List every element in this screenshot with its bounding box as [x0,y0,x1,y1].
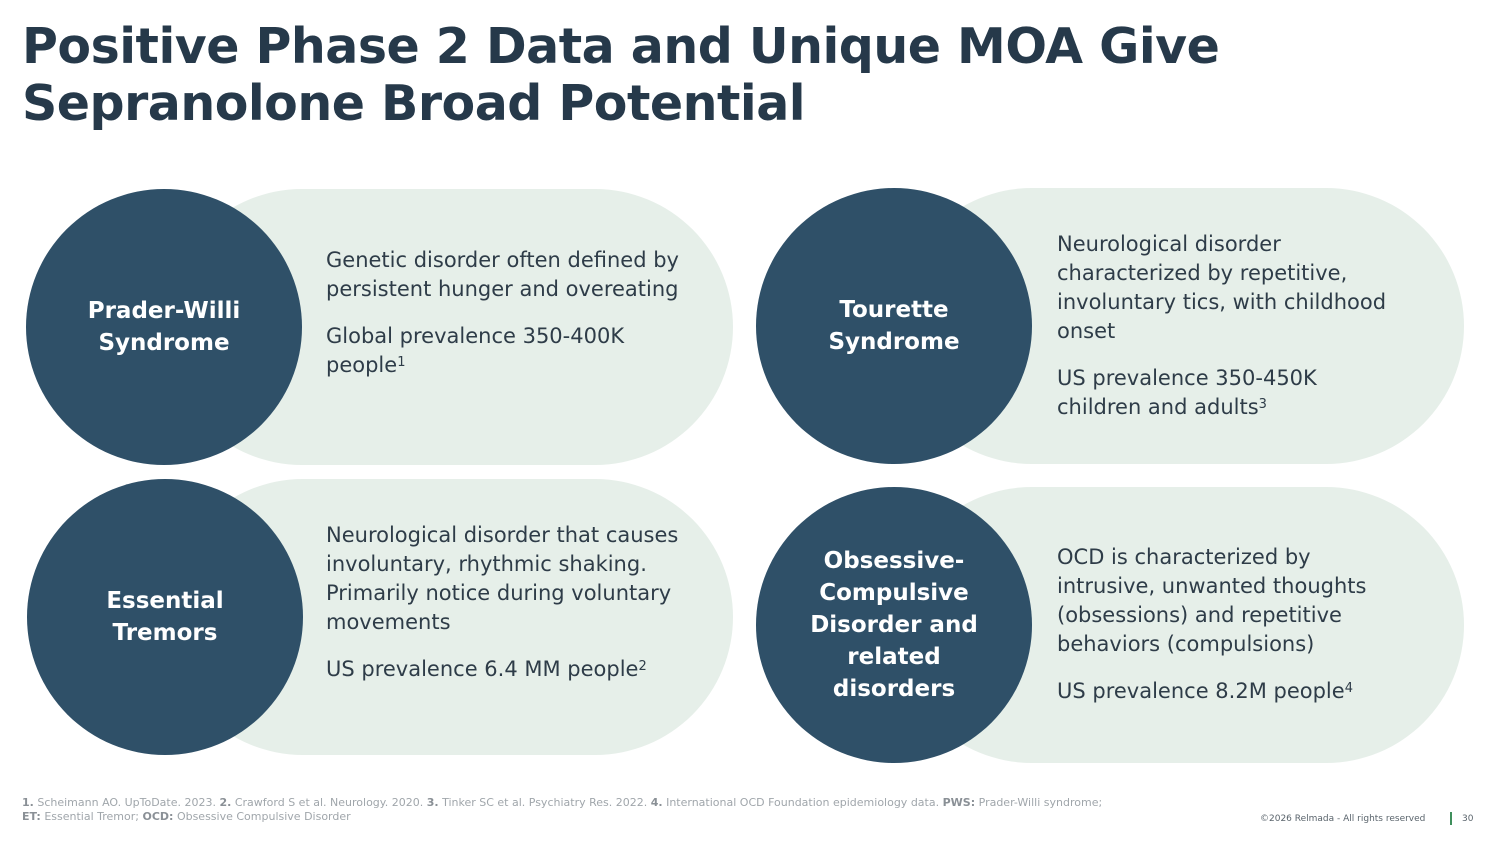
footnote-text: International OCD Foundation epidemiolog… [666,796,940,809]
footnote-number: 1. [22,796,34,809]
indication-name: Tourette Syndrome [828,297,960,355]
indication-description-block: Neurological disorder that causes involu… [326,521,711,684]
indication-description: Genetic disorder often defined by persis… [326,248,679,301]
indication-prevalence-line: US prevalence 350-450K children and adul… [1057,364,1397,422]
footnote-text: Scheimann AO. UpToDate. 2023. [37,796,216,809]
indication-prevalence: Global prevalence 350-400K people [326,324,625,377]
indication-prevalence: US prevalence 350-450K children and adul… [1057,366,1317,419]
indication-card-tourette: Tourette Syndrome Neurological disorder … [756,188,1464,464]
footer-divider [1450,812,1452,825]
abbreviation-text: Prader-Willi syndrome; [978,796,1103,809]
footnote-number: 3. [426,796,439,809]
indication-prevalence-line: Global prevalence 350-400K people1 [326,322,706,380]
footnote-ref: 1 [397,355,406,370]
indication-card-essential-tremors: Essential Tremors Neurological disorder … [27,479,733,755]
indication-description: Neurological disorder characterized by r… [1057,232,1387,343]
page-title: Positive Phase 2 Data and Unique MOA Giv… [22,18,1220,132]
indication-name: Essential Tremors [106,588,224,646]
footnote-text: Crawford S et al. Neurology. 2020. [234,796,424,809]
indication-description-block: OCD is characterized by intrusive, unwan… [1057,543,1407,706]
page-number: 30 [1462,814,1474,824]
indication-name: Prader-Willi Syndrome [87,298,241,356]
footnote-ref: 4 [1344,681,1353,696]
abbreviation: PWS: [942,796,976,809]
indication-prevalence: US prevalence 8.2M people [1057,679,1345,703]
indication-prevalence: US prevalence 6.4 MM people [326,657,639,681]
footnote-ref: 2 [638,659,647,674]
indication-description: Neurological disorder that causes involu… [326,523,679,634]
footnote-ref: 3 [1258,397,1267,412]
indication-prevalence-line: US prevalence 8.2M people4 [1057,677,1407,706]
indication-circle: Essential Tremors [27,479,303,755]
abbreviation-text: Obsessive Compulsive Disorder [176,810,351,823]
indication-name: Obsessive- Compulsive Disorder and relat… [810,548,978,702]
indication-circle: Tourette Syndrome [756,188,1032,464]
indication-description-block: Genetic disorder often defined by persis… [326,246,706,380]
indication-circle: Obsessive- Compulsive Disorder and relat… [756,487,1032,763]
footnotes: 1. Scheimann AO. UpToDate. 2023. 2. Craw… [22,796,1242,824]
indication-circle: Prader-Willi Syndrome [26,189,302,465]
indication-prevalence-line: US prevalence 6.4 MM people2 [326,655,711,684]
indication-card-ocd: Obsessive- Compulsive Disorder and relat… [756,487,1464,763]
indication-card-prader-willi: Prader-Willi Syndrome Genetic disorder o… [26,189,733,465]
copyright: ©2026 Relmada - All rights reserved [1260,814,1426,824]
footnote-number: 2. [219,796,232,809]
indication-description: OCD is characterized by intrusive, unwan… [1057,545,1367,656]
indication-description-block: Neurological disorder characterized by r… [1057,230,1397,422]
footnote-number: 4. [650,796,663,809]
abbreviation-text: Essential Tremor; [44,810,139,823]
abbreviation: ET: [22,810,41,823]
footnote-text: Tinker SC et al. Psychiatry Res. 2022. [442,796,648,809]
abbreviation: OCD: [142,810,174,823]
